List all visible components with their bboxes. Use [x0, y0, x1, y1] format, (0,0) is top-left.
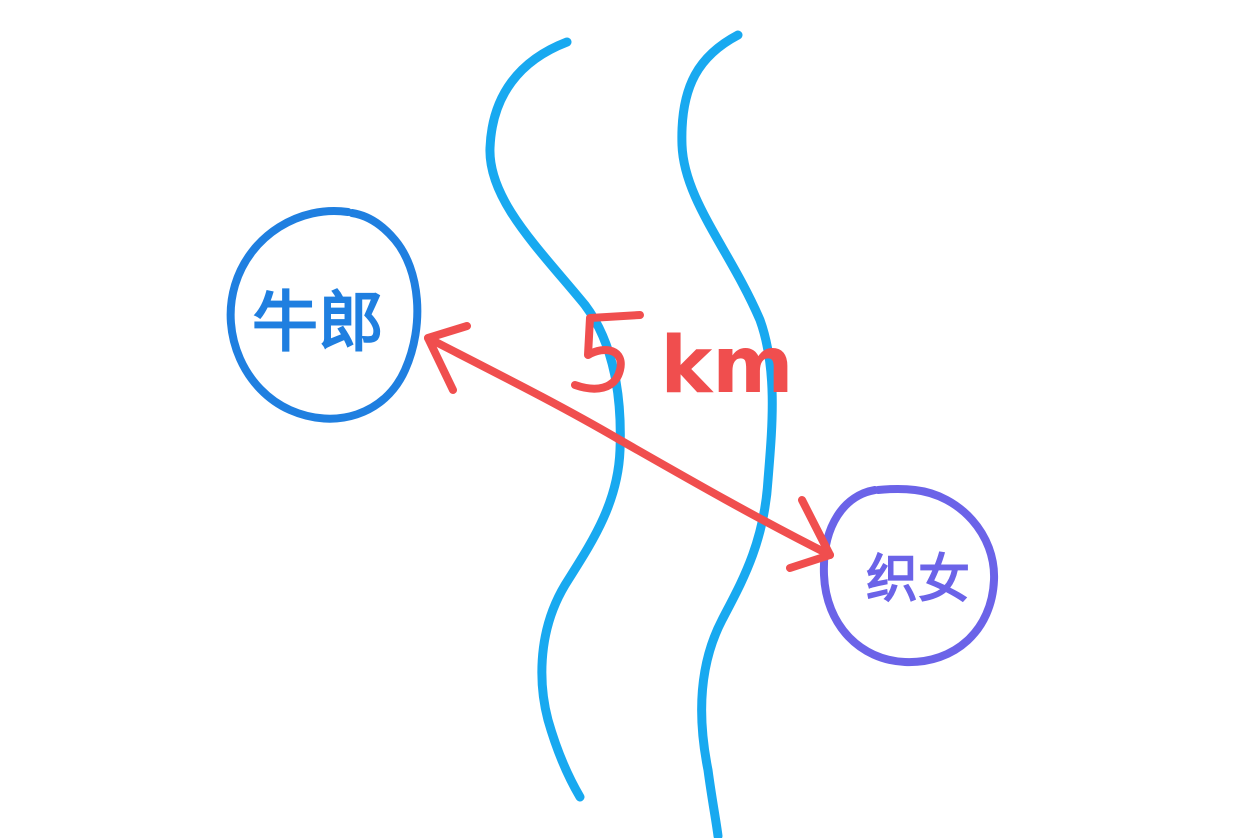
river-right-bank [677, 30, 777, 838]
right-person-label: 织女 [866, 550, 970, 610]
left-person-circle [226, 207, 422, 423]
arrowhead-right-icon [786, 496, 834, 572]
river-left-bank [485, 37, 625, 802]
arrowhead-left-icon [424, 322, 471, 394]
distance-arrow-line [424, 334, 834, 559]
left-person-label: 牛郎 [252, 284, 384, 361]
right-person-circle [819, 484, 999, 667]
distance-unit-label: km [660, 321, 793, 411]
distance-number-glyph [571, 311, 644, 393]
